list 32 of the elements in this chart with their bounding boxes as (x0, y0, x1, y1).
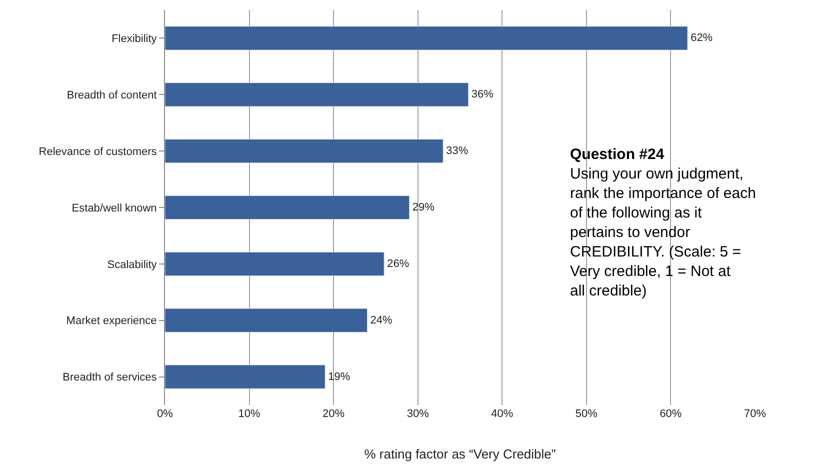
bar (165, 138, 444, 164)
annotation: Using your own judgment, rank the importance of each of the following as it pertains to vendor CREDIBILITY. (Scale: 5 = Very credible, 1 = Not at all credible) (570, 166, 756, 300)
data-label: 62% (690, 32, 713, 44)
data-label: 19% (328, 370, 350, 383)
bar (165, 364, 326, 389)
y-tick-label: Breadth of content (66, 89, 157, 102)
bar (165, 308, 368, 332)
annotation: Question #24 (570, 146, 665, 163)
x-tick-label: 40% (491, 408, 514, 420)
x-tick-label: 0% (157, 408, 174, 420)
x-tick-label: 30% (406, 408, 430, 420)
x-tick-label: 20% (322, 408, 345, 420)
x-tick-label: 60% (660, 408, 682, 420)
bar (165, 26, 688, 50)
bar (165, 195, 410, 220)
y-tick-label: Breadth of services (62, 372, 158, 384)
x-tick-label: 50% (575, 408, 598, 420)
y-tick-label: Relevance of customers (38, 146, 158, 158)
bar (165, 82, 469, 107)
data-label: 24% (370, 314, 393, 326)
y-tick-label: Flexibility (112, 33, 158, 46)
x-axis-title: % rating factor as “Very Credible” (364, 446, 556, 462)
y-tick-label: Market experience (66, 315, 157, 328)
data-label: 36% (471, 88, 494, 101)
data-label: 33% (446, 145, 468, 158)
data-label: 29% (412, 202, 435, 214)
x-tick-label: 70% (744, 408, 766, 420)
x-tick-label: 10% (238, 408, 261, 420)
data-label: 26% (387, 258, 410, 270)
y-tick-label: Scalability (107, 258, 158, 271)
y-tick-label: Estab/well known (72, 202, 157, 214)
bar (165, 252, 384, 276)
